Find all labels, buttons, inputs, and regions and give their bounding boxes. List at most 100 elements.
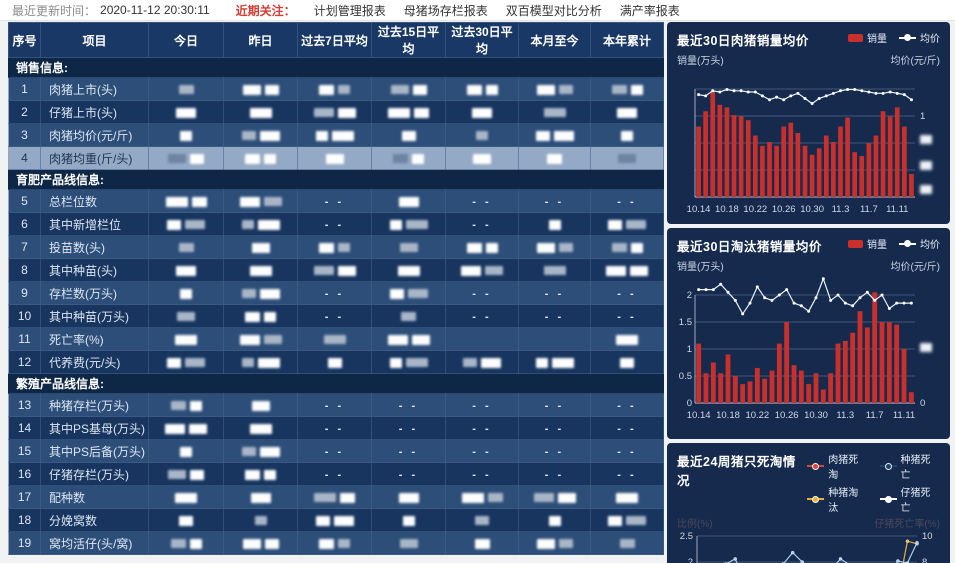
blurred-value xyxy=(245,153,260,164)
table-cell xyxy=(223,189,298,213)
table-row[interactable]: 16 仔猪存栏(万头) - - - - - - - - - - xyxy=(8,462,664,486)
table-row[interactable]: 15 其中PS后备(万头) - - - - - - - - - - xyxy=(8,439,664,463)
chart-panel-cull-sales: 最近30日淘汰猪销量均价 销量 均价 销量(万头) 均价(元/斤) 2 1.5 1 0.… xyxy=(667,228,950,439)
price-line xyxy=(698,88,912,105)
legend-item[interactable]: 均价 xyxy=(899,236,940,251)
blurred-value xyxy=(264,311,276,322)
table-cell xyxy=(297,146,372,170)
nav-link-capacity-report[interactable]: 满产率报表 xyxy=(619,3,680,18)
blurred-value xyxy=(263,197,282,207)
legend-item[interactable]: 销量 xyxy=(848,236,887,251)
table-cell xyxy=(223,304,298,328)
legend-item[interactable]: 肉猪死淘 xyxy=(807,451,867,481)
row-index: 5 xyxy=(8,189,41,213)
table-cell: - - xyxy=(445,189,519,213)
table-row[interactable]: 10 其中种苗(万头) - - - - - - - - xyxy=(8,304,664,328)
table-cell xyxy=(445,235,519,259)
report-table: 序号 项目 今日 昨日 过去7日平均 过去15日平均 过去30日平均 本月至今 本年累计 销售信… xyxy=(8,22,664,555)
table-cell xyxy=(223,327,298,351)
table-row[interactable]: 3 肉猪均价(元/斤) xyxy=(8,123,664,147)
blurred-value xyxy=(191,196,207,207)
svg-text:2: 2 xyxy=(688,557,693,563)
table-cell: - - xyxy=(371,462,446,486)
table-row[interactable]: 1 肉猪上市(头) xyxy=(8,77,664,101)
blurred-value xyxy=(616,334,638,345)
blurred-value xyxy=(337,265,356,276)
table-row[interactable]: 2 仔猪上市(头) xyxy=(8,100,664,124)
table-cell: - - xyxy=(518,281,591,305)
table-row[interactable]: 8 其中种苗(头) xyxy=(8,258,664,282)
blurred-value xyxy=(189,423,207,434)
table-cell xyxy=(148,258,224,282)
blurred-value xyxy=(461,492,484,503)
blurred-value xyxy=(180,288,192,299)
table-cell: - - xyxy=(297,393,372,417)
table-row[interactable]: 12 代养费(元/头) xyxy=(8,350,664,374)
blurred-value xyxy=(189,400,202,411)
table-cell xyxy=(518,100,591,124)
blurred-value xyxy=(536,538,555,549)
table-row[interactable]: 18 分娩窝数 xyxy=(8,508,664,532)
nav-link-model-compare[interactable]: 双百模型对比分析 xyxy=(505,3,602,18)
svg-text:10.26: 10.26 xyxy=(775,410,799,421)
row-index: 19 xyxy=(8,531,41,555)
table-cell: - - xyxy=(297,462,372,486)
blurred-axis-value xyxy=(920,161,932,170)
table-cell: - - xyxy=(297,281,372,305)
blurred-value xyxy=(176,265,196,276)
blurred-value xyxy=(558,85,573,95)
blurred-value xyxy=(551,357,574,368)
table-cell xyxy=(297,235,372,259)
chart-canvas: 2.521.51086 xyxy=(680,531,933,563)
table-row[interactable]: 4 肉猪均重(斤/头) xyxy=(8,146,664,170)
legend-item[interactable]: 种猪死亡 xyxy=(879,451,940,481)
blurred-value xyxy=(333,515,354,526)
chart-title-cull-sales: 最近30日淘汰猪销量均价 xyxy=(677,240,822,254)
bars-series xyxy=(696,292,914,403)
legend-item[interactable]: 销量 xyxy=(848,30,887,45)
table-cell xyxy=(148,416,224,440)
legend-item[interactable]: 均价 xyxy=(899,30,940,45)
svg-text:10.14: 10.14 xyxy=(687,410,711,421)
table-cell: - - xyxy=(297,189,372,213)
legend-item[interactable]: 种猪淘汰 xyxy=(807,484,867,514)
section-row: 销售信息: xyxy=(8,57,664,78)
legend-label: 仔猪死亡 xyxy=(900,488,931,514)
table-cell xyxy=(148,350,224,374)
table-cell xyxy=(371,123,446,147)
dash-value: - - xyxy=(617,196,637,208)
dash-value: - - xyxy=(324,219,345,231)
nav-link-sow-farm-report[interactable]: 母猪场存栏报表 xyxy=(403,3,488,18)
blurred-value xyxy=(485,266,503,276)
table-cell xyxy=(445,350,519,374)
blurred-value xyxy=(536,242,555,253)
blurred-value xyxy=(180,130,192,141)
legend-item[interactable]: 仔猪死亡 xyxy=(879,484,940,514)
blurred-value xyxy=(476,131,488,141)
blurred-value xyxy=(411,334,430,345)
column-header: 过去15日平均 xyxy=(371,22,446,58)
table-row[interactable]: 11 死亡率(%) xyxy=(8,327,664,351)
table-cell xyxy=(148,235,224,259)
table-cell xyxy=(518,350,591,374)
table-row[interactable]: 17 配种数 xyxy=(8,485,664,509)
dash-value: - - xyxy=(544,311,565,323)
table-cell xyxy=(148,304,224,328)
report-table-container: 序号 项目 今日 昨日 过去7日平均 过去15日平均 过去30日平均 本月至今 本年累计 销售信… xyxy=(8,22,664,563)
blurred-value xyxy=(621,130,633,141)
table-row[interactable]: 5 总栏位数 - - - - - - - - xyxy=(8,189,664,213)
table-cell xyxy=(371,531,446,555)
table-row[interactable]: 19 窝均活仔(头/窝) xyxy=(8,531,664,555)
table-row[interactable]: 6 其中新增栏位 - - - - xyxy=(8,212,664,236)
table-row[interactable]: 14 其中PS基母(万头) - - - - - - - - - - xyxy=(8,416,664,440)
table-row[interactable]: 13 种猪存栏(万头) - - - - - - - - - - xyxy=(8,393,664,417)
blurred-value xyxy=(325,153,344,164)
nav-link-plan-report[interactable]: 计划管理报表 xyxy=(313,3,386,18)
blurred-value xyxy=(543,266,566,276)
table-row[interactable]: 9 存栏数(万头) - - - - - - - - xyxy=(8,281,664,305)
table-cell xyxy=(148,393,224,417)
svg-text:10.30: 10.30 xyxy=(800,204,824,215)
section-header: 销售信息: xyxy=(8,57,664,78)
row-label: 代养费(元/头) xyxy=(40,350,149,374)
table-row[interactable]: 7 投苗数(头) xyxy=(8,235,664,259)
